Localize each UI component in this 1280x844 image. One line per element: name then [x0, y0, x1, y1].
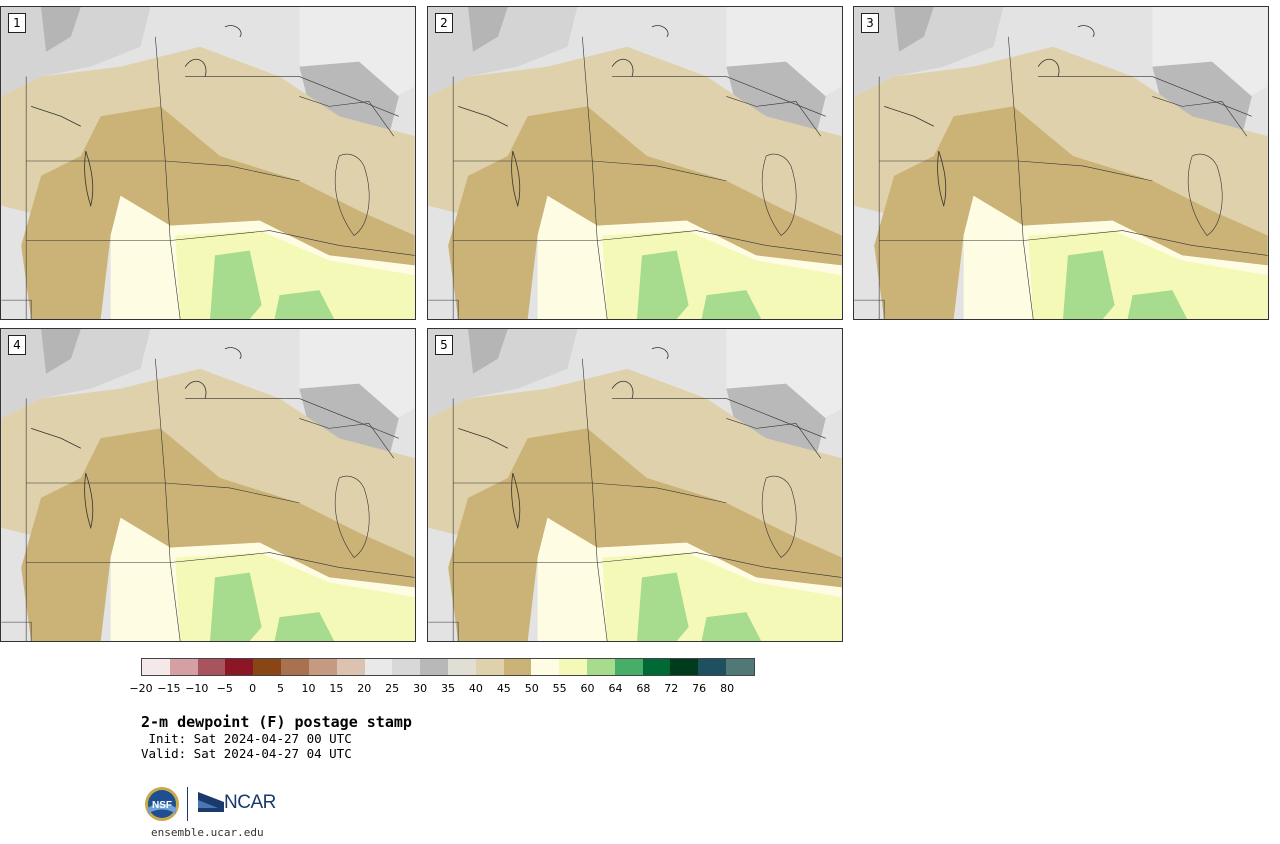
panel-number: 5 [435, 335, 453, 355]
colorbar-segment [308, 659, 337, 675]
colorbar-segment [698, 659, 727, 675]
colorbar-tick-label: 20 [357, 682, 372, 695]
colorbar-segment [642, 659, 671, 675]
colorbar [141, 658, 755, 676]
colorbar-segment [169, 659, 198, 675]
colorbar-segment [475, 659, 504, 675]
dewpoint-map [428, 329, 842, 641]
colorbar-tick-label: 40 [468, 682, 483, 695]
nsf-logo-icon: NSF [145, 787, 179, 821]
panel-number: 3 [861, 13, 879, 33]
colorbar-segment [142, 659, 170, 675]
colorbar-segment [614, 659, 643, 675]
colorbar-tick-label: −15 [157, 682, 181, 695]
colorbar-tick-label: 72 [664, 682, 679, 695]
ncar-logo-text: NCAR [224, 792, 276, 813]
colorbar-tick-label: −20 [129, 682, 153, 695]
colorbar-segment [253, 659, 282, 675]
dewpoint-map [1, 7, 415, 319]
map-panel-1: 1 [0, 6, 416, 320]
colorbar-tick-label: 10 [301, 682, 316, 695]
colorbar-ticks: −20 −15 −10 −5 0 5 10 15 20 25 30 35 40 45 50 55 60 64 68 7… [129, 682, 755, 696]
colorbar-segment [392, 659, 421, 675]
colorbar-tick-label: 25 [385, 682, 400, 695]
colorbar-tick-label: 30 [413, 682, 428, 695]
dewpoint-map [1, 329, 415, 641]
colorbar-segment [225, 659, 254, 675]
colorbar-tick-label: 35 [441, 682, 455, 695]
dewpoint-map [854, 7, 1268, 319]
map-panel-3: 3 [853, 6, 1269, 320]
colorbar-tick-label: −5 [216, 682, 233, 695]
colorbar-tick-label: 60 [580, 682, 595, 695]
panel-number: 2 [435, 13, 453, 33]
map-panel-4: 4 [0, 328, 416, 642]
colorbar-segment [281, 659, 309, 675]
colorbar-segment [364, 659, 393, 675]
colorbar-segment [503, 659, 532, 675]
site-url: ensemble.ucar.edu [151, 826, 264, 839]
colorbar-segment [197, 659, 226, 675]
colorbar-segment [559, 659, 587, 675]
colorbar-tick-label: 64 [608, 682, 623, 695]
colorbar-segment [447, 659, 476, 675]
plot-title: 2-m dewpoint (F) postage stamp [141, 713, 412, 731]
panel-number: 1 [8, 13, 26, 33]
colorbar-tick-label: 50 [524, 682, 539, 695]
valid-time: Valid: Sat 2024-04-27 04 UTC [141, 746, 352, 761]
logos: NSF NCAR [144, 786, 284, 822]
colorbar-segment [670, 659, 699, 675]
colorbar-segment [726, 659, 754, 675]
ncar-mark-icon [198, 792, 224, 812]
colorbar-segment [587, 659, 615, 675]
colorbar-tick-label: 45 [496, 682, 511, 695]
colorbar-segment [336, 659, 365, 675]
colorbar-segment [531, 659, 560, 675]
colorbar-tick-label: 0 [249, 682, 257, 695]
colorbar-tick-label: 15 [329, 682, 344, 695]
colorbar-segment [420, 659, 448, 675]
nsf-logo-text: NSF [152, 800, 172, 811]
colorbar-tick-label: 68 [636, 682, 651, 695]
colorbar-tick-label: −10 [185, 682, 209, 695]
colorbar-tick-label: 5 [277, 682, 285, 695]
map-panel-5: 5 [427, 328, 843, 642]
logo-divider [187, 787, 188, 821]
map-panel-2: 2 [427, 6, 843, 320]
colorbar-tick-label: 55 [552, 682, 567, 695]
colorbar-tick-label: 80 [720, 682, 735, 695]
panel-number: 4 [8, 335, 26, 355]
init-time: Init: Sat 2024-04-27 00 UTC [141, 731, 352, 746]
colorbar-tick-label: 76 [692, 682, 707, 695]
dewpoint-map [428, 7, 842, 319]
